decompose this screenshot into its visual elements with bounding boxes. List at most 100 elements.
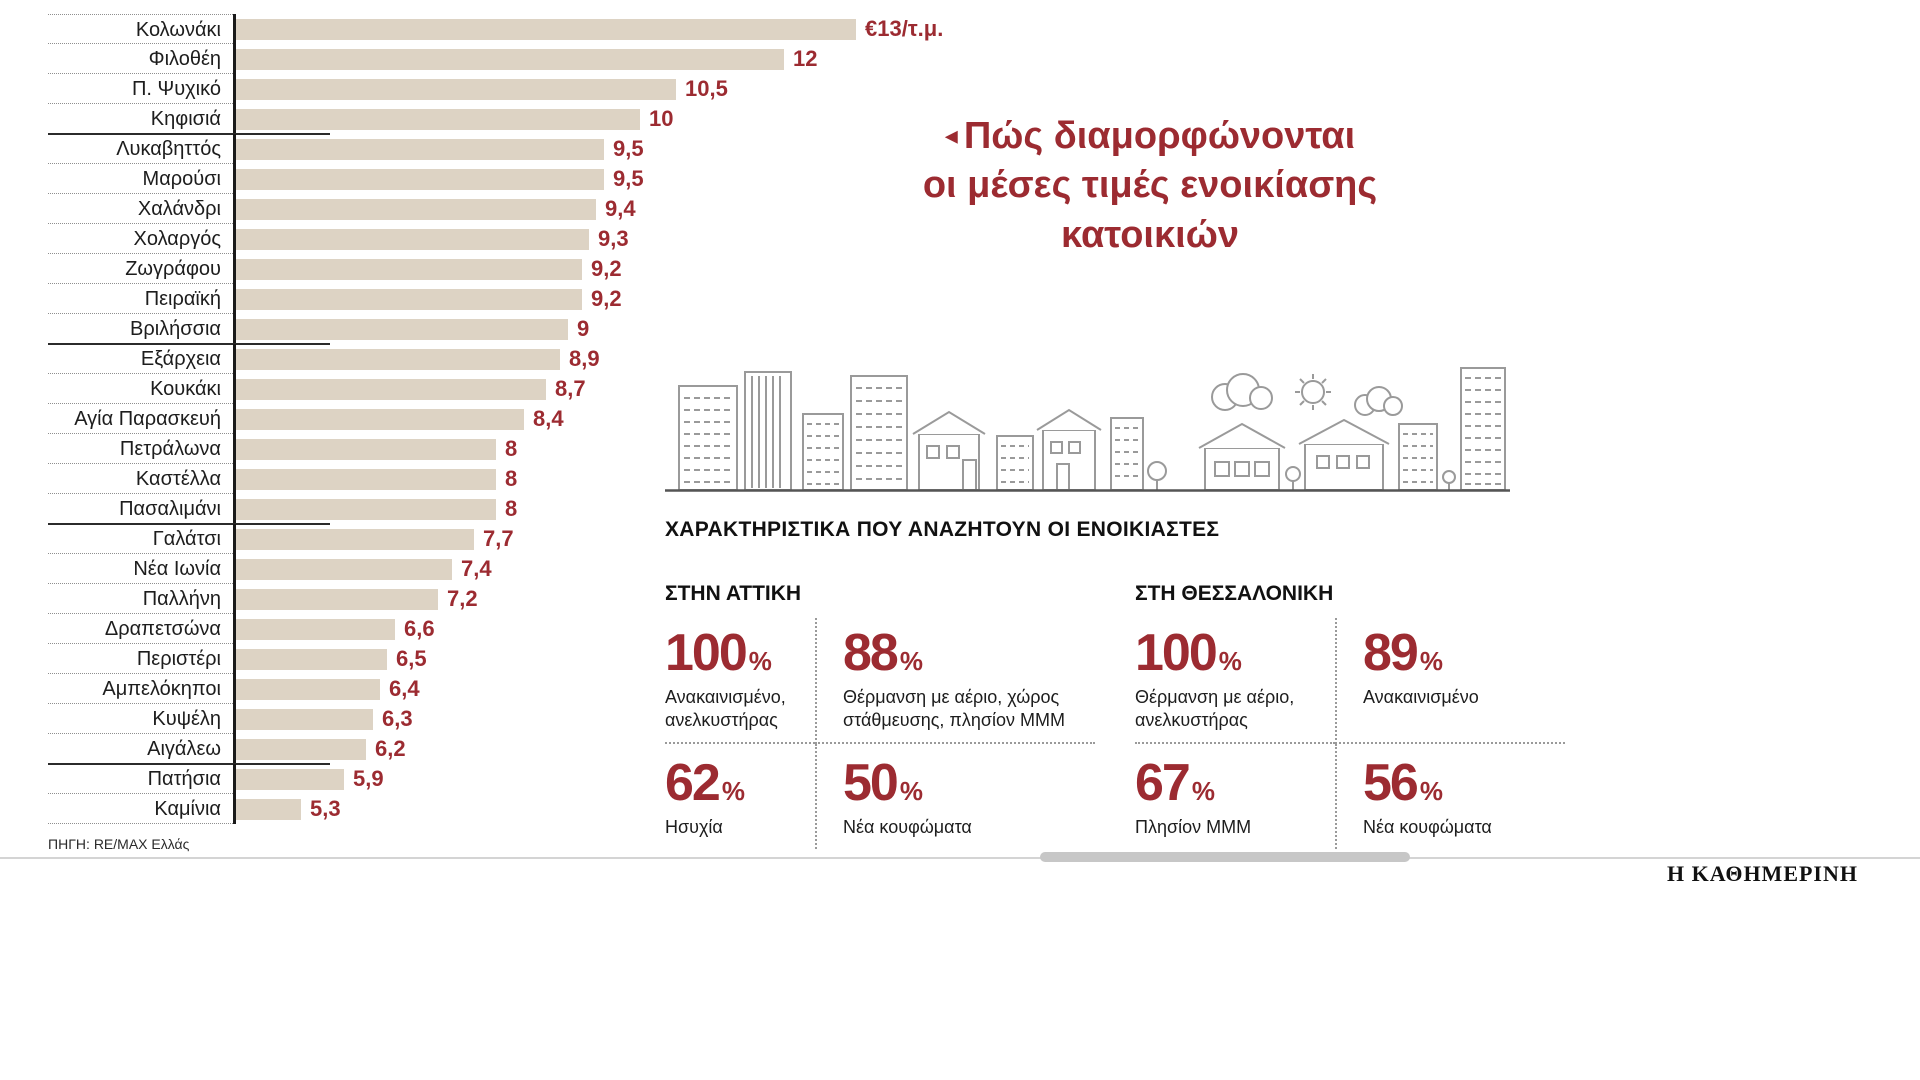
bar (236, 738, 366, 760)
bar-value: 5,9 (353, 766, 384, 791)
bar-label: Αιγάλεω (48, 734, 233, 764)
bar-label: Πατήσια (48, 764, 233, 794)
bar-row: Χολαργός 9,3 (48, 224, 993, 254)
cloud-icon (1212, 374, 1272, 410)
source-note: ΠΗΓΗ: RE/MAX Ελλάς (48, 836, 190, 852)
bar-value: 6,2 (375, 736, 406, 761)
stat-number: 62 (665, 754, 721, 813)
title-line-2: οι μέσες τιμές ενοικίασης (922, 164, 1378, 207)
bar (236, 408, 524, 430)
bar-track: 9 (233, 314, 993, 344)
stat-value: 56% (1363, 757, 1553, 809)
stat-number: 50 (843, 754, 899, 813)
stat-number: 67 (1135, 754, 1191, 813)
bar (236, 108, 640, 130)
bar-row: Πετράλωνα 8 (48, 434, 993, 464)
bar-track: 9,2 (233, 254, 993, 284)
bar (236, 648, 387, 670)
stat-value: 50% (843, 757, 1083, 809)
office-building-icon (679, 386, 737, 490)
bar-track: 10,5 (233, 74, 993, 104)
bar-track: €13/τ.μ. (233, 14, 993, 44)
bar-row: Φιλοθέη 12 (48, 44, 993, 74)
bar-track: 7,4 (233, 554, 993, 584)
office-building-icon (1111, 418, 1143, 490)
bar-label: Χαλάνδρι (48, 194, 233, 224)
title-line-3: κατοικιών (1061, 213, 1239, 256)
bar-label: Κολωνάκι (48, 14, 233, 44)
stat-cell: 62% Ησυχία (665, 744, 815, 849)
bar-row: Κολωνάκι €13/τ.μ. (48, 14, 993, 44)
bar-row: Βριλήσσια 9 (48, 314, 993, 345)
stat-value: 100% (1135, 627, 1323, 679)
percent-sign: % (1419, 776, 1443, 807)
office-building-icon (1399, 424, 1437, 490)
bar-label: Καστέλλα (48, 464, 233, 494)
bar-label: Φιλοθέη (48, 44, 233, 74)
bar-row: Αγία Παρασκευή 8,4 (48, 404, 993, 434)
bar-row: Κυψέλη 6,3 (48, 704, 993, 734)
bar-label: Πετράλωνα (48, 434, 233, 464)
bar-label: Ζωγράφου (48, 254, 233, 284)
office-building-icon (803, 414, 843, 490)
bar-row: Δραπετσώνα 6,6 (48, 614, 993, 644)
region: ΣΤΗ ΘΕΣΣΑΛΟΝΙΚΗ 100% Θέρμανση με αέριο, αν… (1135, 582, 1565, 849)
stat-cell: 100% Θέρμανση με αέριο, ανελκυστήρας (1135, 618, 1335, 745)
bar-value: 9,2 (591, 256, 622, 281)
bar-row: Πειραϊκή 9,2 (48, 284, 993, 314)
stat-value: 100% (665, 627, 803, 679)
house-icon (1299, 420, 1389, 490)
bar (236, 198, 596, 220)
bar-value: 9,5 (613, 166, 644, 191)
bar (236, 618, 395, 640)
regions: ΣΤΗΝ ΑΤΤΙΚΗ 100% Ανακαινισμένο, ανελκυστήρ… (665, 582, 1565, 849)
bar-row: Ζωγράφου 9,2 (48, 254, 993, 284)
stat-label: Νέα κουφώματα (843, 816, 972, 837)
bar-label: Πειραϊκή (48, 284, 233, 314)
percent-sign: % (899, 776, 923, 807)
bar (236, 558, 452, 580)
bar-value: 9,4 (605, 196, 636, 221)
bar-track: 8 (233, 434, 993, 464)
bar-row: Πατήσια 5,9 (48, 764, 993, 794)
bar-track: 5,3 (233, 794, 993, 824)
bar-value: 5,3 (310, 796, 341, 821)
stat-label: Ανακαινισμένο (1363, 686, 1479, 707)
bar-track: 9,5 (233, 134, 993, 164)
bar-value: 7,7 (483, 526, 514, 551)
bar-value: 9,2 (591, 286, 622, 311)
bar (236, 468, 496, 490)
bar-label: Π. Ψυχικό (48, 74, 233, 104)
bar-value: 6,6 (404, 616, 435, 641)
title-line-1: Πώς διαμορφώνονται (963, 115, 1356, 157)
page-title: ◂ Πώς διαμορφώνονται οι μέσες τιμές ενοικ… (870, 112, 1430, 260)
tree-icon (1443, 471, 1455, 490)
bar-track: 7,2 (233, 584, 993, 614)
bar-value: 6,4 (389, 676, 420, 701)
bar-row: Νέα Ιωνία 7,4 (48, 554, 993, 584)
bar-label: Εξάρχεια (48, 344, 233, 374)
bar-row: Π. Ψυχικό 10,5 (48, 74, 993, 104)
bar-track: 12 (233, 44, 993, 74)
house-icon (913, 412, 985, 490)
tenant-features-section: ΧΑΡΑΚΤΗΡΙΣΤΙΚΑ ΠΟΥ ΑΝΑΖΗΤΟΥΝ ΟΙ ΕΝΟΙΚΙΑΣ… (665, 518, 1565, 849)
percent-sign: % (1191, 776, 1215, 807)
bar (236, 318, 568, 340)
bar-value: 8,9 (569, 346, 600, 371)
bar-value: 10,5 (685, 76, 728, 101)
bar-label: Βριλήσσια (48, 314, 233, 344)
stat-label: Θέρμανση με αέριο, ανελκυστήρας (1135, 686, 1295, 730)
bar-track: 8 (233, 464, 993, 494)
bar-track: 9,5 (233, 164, 993, 194)
bar-label: Αγία Παρασκευή (48, 404, 233, 434)
stat-cell: 89% Ανακαινισμένο (1335, 618, 1565, 745)
bar-label: Νέα Ιωνία (48, 554, 233, 584)
bar-row: Κηφισιά 10 (48, 104, 993, 135)
percent-sign: % (748, 646, 772, 676)
bar (236, 168, 604, 190)
bar-track: 6,3 (233, 704, 993, 734)
bar-value: 6,3 (382, 706, 413, 731)
features-header: ΧΑΡΑΚΤΗΡΙΣΤΙΚΑ ΠΟΥ ΑΝΑΖΗΤΟΥΝ ΟΙ ΕΝΟΙΚΙΑΣ… (665, 518, 1220, 541)
footer-divider (0, 857, 1920, 859)
bar-label: Πασαλιμάνι (48, 494, 233, 524)
